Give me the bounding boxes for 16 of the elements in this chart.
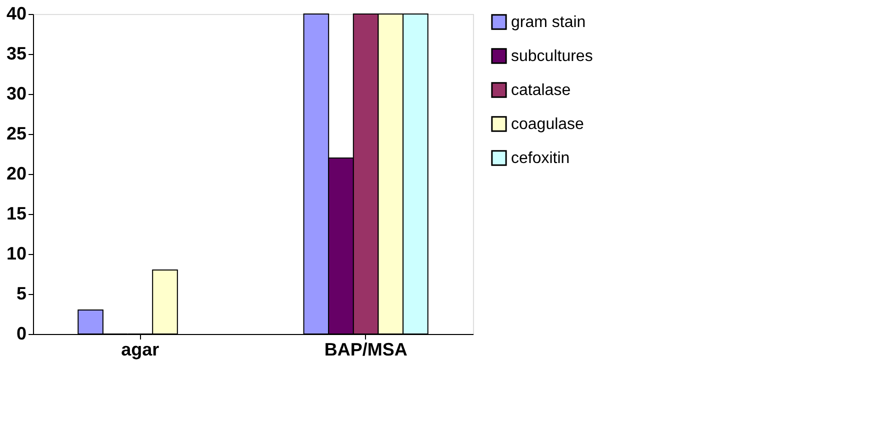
y-tick-label: 40 [6,4,26,24]
legend-label: subcultures [511,48,593,65]
legend-label: cefoxitin [511,150,570,167]
legend-label: catalase [511,82,571,99]
legend-label: coagulase [511,116,584,133]
y-tick-label: 30 [6,84,26,104]
y-tick-label: 20 [6,164,26,184]
x-tick-label: agar [121,340,160,360]
y-tick-label: 35 [6,44,26,64]
legend-label: gram stain [511,14,586,31]
x-tick-label: BAP/MSA [324,340,408,360]
y-tick-label: 0 [16,324,26,344]
y-tick-label: 5 [16,284,26,304]
y-tick-label: 25 [6,124,26,144]
y-tick-label: 10 [6,244,26,264]
y-tick-label: 15 [6,204,26,224]
